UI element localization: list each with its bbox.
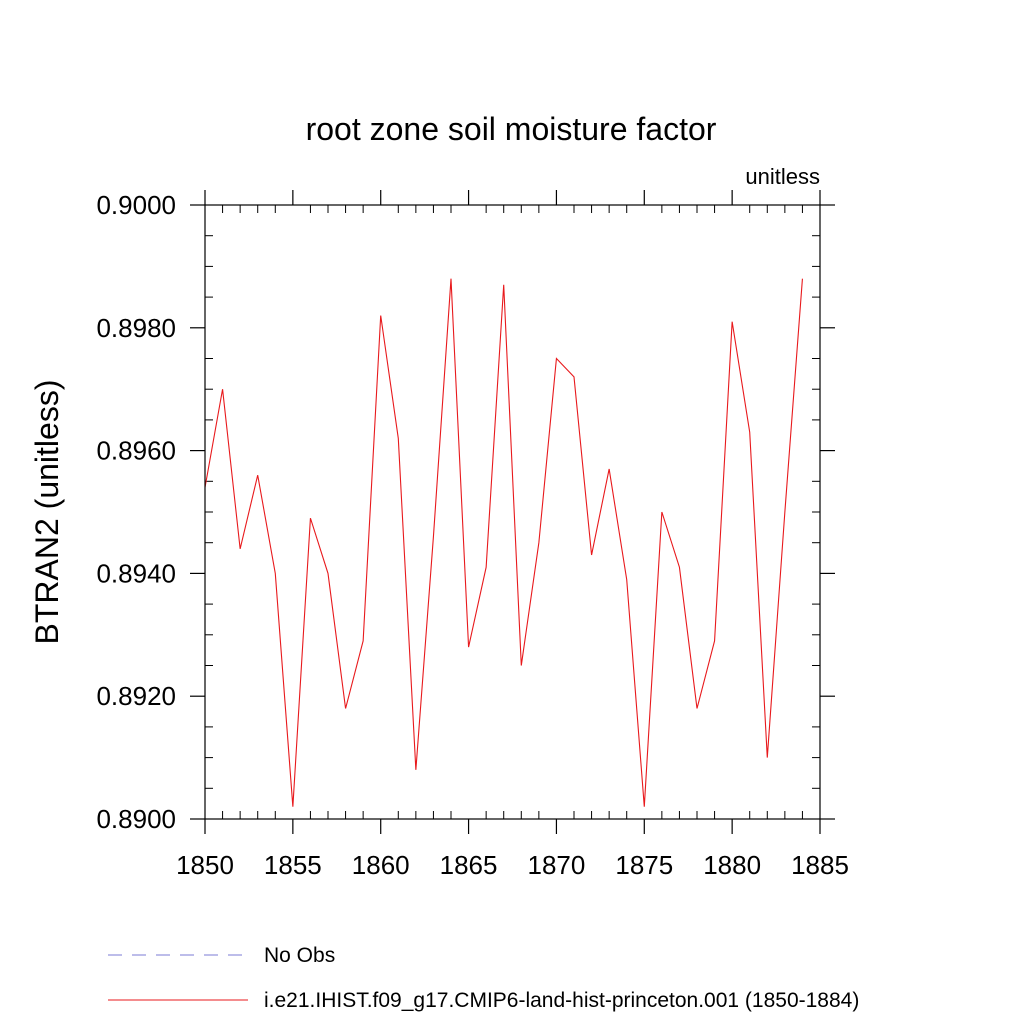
legend-label: No Obs <box>264 944 335 967</box>
x-tick-label: 1855 <box>264 850 322 880</box>
x-tick-label: 1885 <box>791 850 849 880</box>
series-lines <box>204 278 803 807</box>
y-tick-label: 0.8900 <box>96 804 176 834</box>
y-tick-labels: 0.8900 0.8920 0.8940 0.8960 0.8980 0.9000 <box>96 190 176 834</box>
y-axis-label: BTRAN2 (unitless) <box>29 380 65 645</box>
y-tick-label: 0.9000 <box>96 190 176 220</box>
x-tick-label: 1880 <box>703 850 761 880</box>
series-line <box>204 278 803 807</box>
legend-label: i.e21.IHIST.f09_g17.CMIP6-land-hist-prin… <box>264 989 859 1012</box>
x-tick-label: 1860 <box>352 850 410 880</box>
y-tick-label: 0.8980 <box>96 313 176 343</box>
x-tick-label: 1875 <box>615 850 673 880</box>
x-tick-label: 1850 <box>176 850 234 880</box>
minor-ticks <box>205 205 820 819</box>
legend: No Obs i.e21.IHIST.f09_g17.CMIP6-land-his… <box>108 944 859 1012</box>
x-tick-label: 1870 <box>528 850 586 880</box>
y-tick-label: 0.8940 <box>96 558 176 588</box>
y-tick-label: 0.8920 <box>96 681 176 711</box>
x-tick-labels: 1850 1855 1860 1865 1870 1875 1880 1885 <box>176 850 849 880</box>
units-label: unitless <box>745 164 820 189</box>
x-tick-label: 1865 <box>440 850 498 880</box>
major-ticks <box>190 190 835 834</box>
chart-title: root zone soil moisture factor <box>306 111 717 147</box>
plot-frame <box>204 204 821 820</box>
y-tick-label: 0.8960 <box>96 436 176 466</box>
